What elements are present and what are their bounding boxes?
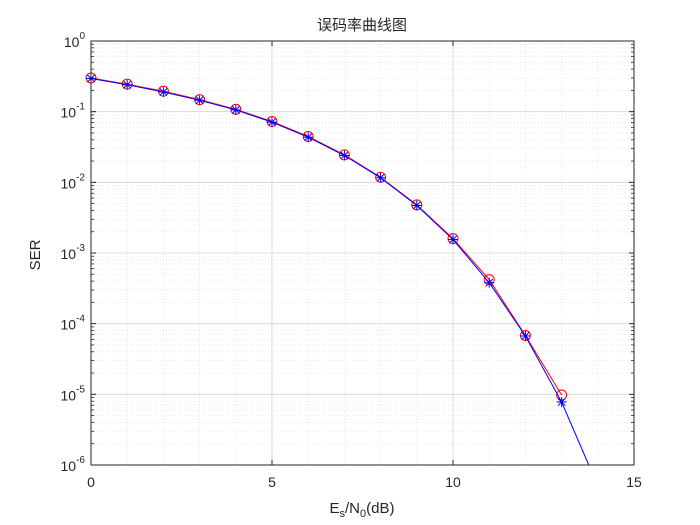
series-2-point bbox=[339, 150, 350, 161]
asterisk-stroke bbox=[340, 151, 349, 160]
asterisk-stroke bbox=[159, 88, 168, 96]
grid bbox=[91, 41, 634, 465]
series-line-1 bbox=[90, 77, 563, 396]
series-2-point bbox=[411, 200, 422, 211]
asterisk-stroke bbox=[557, 398, 566, 406]
series-2-point bbox=[122, 79, 133, 90]
x-tick-label: 15 bbox=[626, 474, 642, 490]
y-tick-label: 100 bbox=[64, 31, 86, 50]
y-tick-label: 10-6 bbox=[61, 455, 86, 474]
y-tick-label: 10-1 bbox=[61, 102, 86, 121]
asterisk-stroke bbox=[449, 235, 457, 244]
series-2-point bbox=[267, 117, 277, 128]
chart-title: 误码率曲线图 bbox=[317, 16, 407, 34]
series-line-2 bbox=[90, 78, 590, 466]
asterisk-stroke bbox=[412, 201, 421, 210]
y-tick-label: 10-2 bbox=[61, 172, 86, 191]
asterisk-stroke bbox=[268, 118, 276, 127]
x-tick-label: 0 bbox=[87, 474, 95, 490]
asterisk-stroke bbox=[195, 96, 204, 105]
y-tick-label: 10-3 bbox=[61, 243, 86, 262]
series-2-point bbox=[520, 330, 531, 341]
series-2-point bbox=[230, 104, 241, 115]
asterisk-stroke bbox=[304, 133, 313, 142]
series-2-point bbox=[448, 234, 458, 245]
series-group bbox=[85, 72, 590, 466]
x-tick-label: 10 bbox=[445, 474, 461, 490]
asterisk-stroke bbox=[521, 332, 530, 340]
y-tick-label: 10-5 bbox=[61, 384, 86, 403]
asterisk-stroke bbox=[376, 173, 385, 182]
series-2-point bbox=[303, 132, 314, 143]
x-tick-label: 5 bbox=[268, 474, 276, 490]
ticks: 0 5 10 15 100 10-1 10-2 10-3 10-4 10-5 10-6 bbox=[61, 31, 642, 490]
series-2-point bbox=[194, 95, 205, 106]
series-2-point bbox=[158, 86, 169, 97]
series-2-point bbox=[556, 396, 567, 407]
asterisk-stroke bbox=[123, 80, 132, 89]
asterisk-stroke bbox=[485, 278, 494, 287]
y-tick-label: 10-4 bbox=[61, 314, 86, 333]
x-axis-label: Es/N0(dB) bbox=[330, 500, 395, 520]
series-2-point bbox=[375, 172, 386, 183]
series-2-point bbox=[484, 277, 495, 288]
asterisk-stroke bbox=[231, 105, 240, 114]
y-axis-label: SER bbox=[27, 239, 44, 270]
